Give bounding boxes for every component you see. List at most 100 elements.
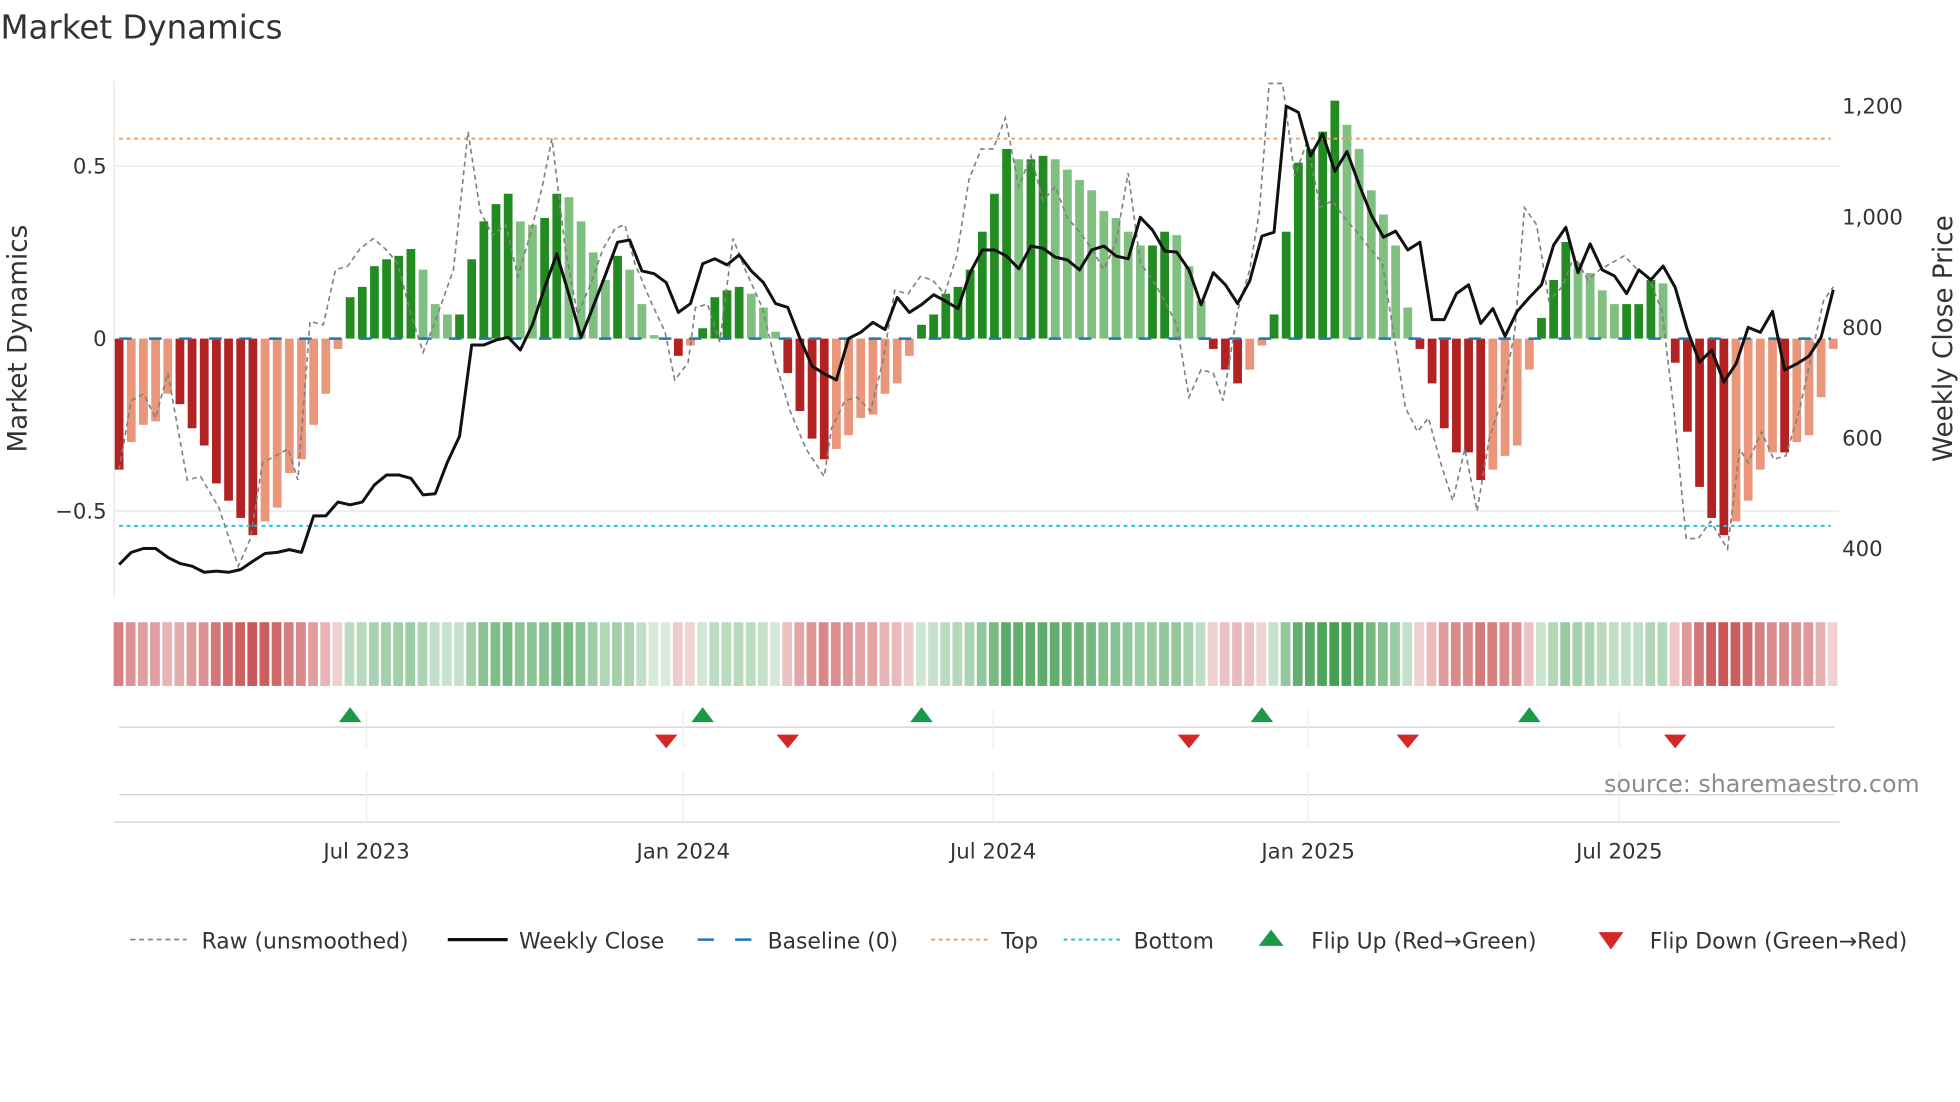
bar-week-80 xyxy=(1087,190,1097,339)
bar-week-52 xyxy=(746,293,756,339)
regime-strip xyxy=(113,622,1838,686)
strip-cell-59 xyxy=(830,622,841,686)
source-note: source: sharemaestro.com xyxy=(1604,770,1919,798)
bar-week-1 xyxy=(126,338,136,443)
bar-week-27 xyxy=(443,314,452,339)
strip-cell-114 xyxy=(1499,622,1510,686)
strip-cell-109 xyxy=(1438,622,1449,686)
strip-cell-15 xyxy=(295,622,306,686)
bar-week-32 xyxy=(503,193,513,339)
bar-week-127 xyxy=(1658,283,1668,339)
flip-markers xyxy=(338,707,1687,749)
bar-week-121 xyxy=(1585,273,1595,339)
strip-cell-55 xyxy=(782,622,793,686)
strip-cell-10 xyxy=(235,622,245,686)
strip-cell-13 xyxy=(271,622,282,686)
close-series xyxy=(118,104,1835,574)
strip-cell-110 xyxy=(1450,622,1461,686)
strip-cell-86 xyxy=(1159,622,1169,686)
bar-week-141 xyxy=(1828,338,1838,349)
legend-label: Flip Up (Red→Green) xyxy=(1311,929,1536,954)
strip-cell-16 xyxy=(308,622,318,686)
strip-cell-42 xyxy=(624,622,634,686)
bar-week-106 xyxy=(1403,307,1413,339)
flip-up-marker xyxy=(1518,707,1541,723)
bar-week-41 xyxy=(613,255,622,339)
strip-cell-87 xyxy=(1171,622,1182,686)
flip-down-marker xyxy=(654,734,678,749)
strip-cell-98 xyxy=(1305,622,1315,686)
legend: Raw (unsmoothed) Weekly Close Baseline (0)… xyxy=(130,929,1907,954)
strip-cell-23 xyxy=(393,622,403,686)
bar-week-78 xyxy=(1063,169,1072,339)
strip-cell-125 xyxy=(1633,622,1644,686)
strip-cell-52 xyxy=(745,622,756,686)
strip-cell-83 xyxy=(1122,622,1133,686)
strip-cell-62 xyxy=(867,622,878,686)
y-tick-label: −0.5 xyxy=(55,500,107,525)
strip-cell-133 xyxy=(1730,622,1741,686)
strip-cell-33 xyxy=(514,622,525,686)
bar-week-140 xyxy=(1816,338,1826,398)
strip-cell-12 xyxy=(259,622,270,686)
strip-cell-99 xyxy=(1317,622,1327,686)
strip-cell-38 xyxy=(575,622,586,686)
bar-week-122 xyxy=(1597,290,1607,339)
bar-week-129 xyxy=(1683,338,1692,432)
y-tick-label: 0.5 xyxy=(73,155,107,180)
bar-week-107 xyxy=(1415,338,1425,349)
bar-week-4 xyxy=(163,338,173,394)
y2-tick-label: 1,200 xyxy=(1842,95,1903,120)
bar-week-114 xyxy=(1500,338,1510,456)
strip-cell-72 xyxy=(988,622,999,686)
strip-cell-50 xyxy=(721,622,732,686)
strip-cell-22 xyxy=(381,622,391,686)
bar-week-90 xyxy=(1208,338,1218,349)
bar-week-134 xyxy=(1743,338,1753,501)
bar-week-70 xyxy=(965,269,975,339)
bar-week-25 xyxy=(418,269,428,339)
x-tick-label: Jan 2025 xyxy=(1259,839,1355,864)
bar-week-100 xyxy=(1330,100,1340,339)
bar-week-96 xyxy=(1281,231,1291,339)
strip-cell-1 xyxy=(125,622,136,686)
flip-up-marker xyxy=(1250,707,1274,723)
right-y-ticks: 400 600 800 1,000 1,200 xyxy=(1842,95,1903,562)
bar-week-65 xyxy=(904,338,914,356)
strip-cell-56 xyxy=(794,622,805,686)
bar-week-53 xyxy=(759,307,768,339)
bar-week-119 xyxy=(1561,242,1571,339)
strip-cell-134 xyxy=(1742,622,1753,686)
bar-week-66 xyxy=(917,324,926,339)
strip-cell-17 xyxy=(320,622,331,686)
strip-cell-57 xyxy=(806,622,817,686)
x-ticks: Jul 2023 Jan 2024 Jul 2024 Jan 2025 Jul 2025 xyxy=(321,709,1663,864)
bar-week-9 xyxy=(224,338,233,501)
x-tick-label: Jul 2025 xyxy=(1574,839,1662,864)
strip-cell-123 xyxy=(1608,622,1619,686)
strip-cell-51 xyxy=(733,622,744,686)
strip-cell-122 xyxy=(1596,622,1607,686)
strip-cell-140 xyxy=(1815,622,1826,686)
strip-cell-135 xyxy=(1754,622,1765,686)
strip-cell-101 xyxy=(1341,622,1352,686)
strip-cell-136 xyxy=(1766,622,1777,686)
bar-week-55 xyxy=(783,338,793,374)
bar-week-71 xyxy=(977,231,987,339)
strip-cell-113 xyxy=(1487,622,1498,686)
bar-week-20 xyxy=(357,286,367,339)
flip-up-marker xyxy=(910,707,933,723)
bar-week-67 xyxy=(929,314,939,339)
strip-cell-69 xyxy=(952,622,963,686)
bar-week-101 xyxy=(1342,124,1352,339)
bar-week-29 xyxy=(467,259,477,339)
bar-week-73 xyxy=(1002,148,1011,339)
strip-cell-120 xyxy=(1572,622,1583,686)
bar-week-21 xyxy=(370,266,379,339)
strip-cell-139 xyxy=(1803,622,1814,686)
bar-week-120 xyxy=(1573,262,1583,339)
strip-cell-129 xyxy=(1681,622,1692,686)
strip-cell-14 xyxy=(283,622,294,686)
bar-week-16 xyxy=(309,338,319,425)
bar-week-69 xyxy=(953,286,963,339)
